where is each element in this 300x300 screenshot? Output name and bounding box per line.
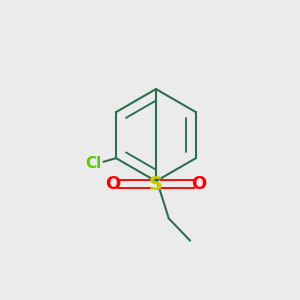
Text: O: O <box>105 175 121 193</box>
Text: Cl: Cl <box>85 156 101 171</box>
Text: S: S <box>149 175 163 194</box>
Text: O: O <box>191 175 207 193</box>
